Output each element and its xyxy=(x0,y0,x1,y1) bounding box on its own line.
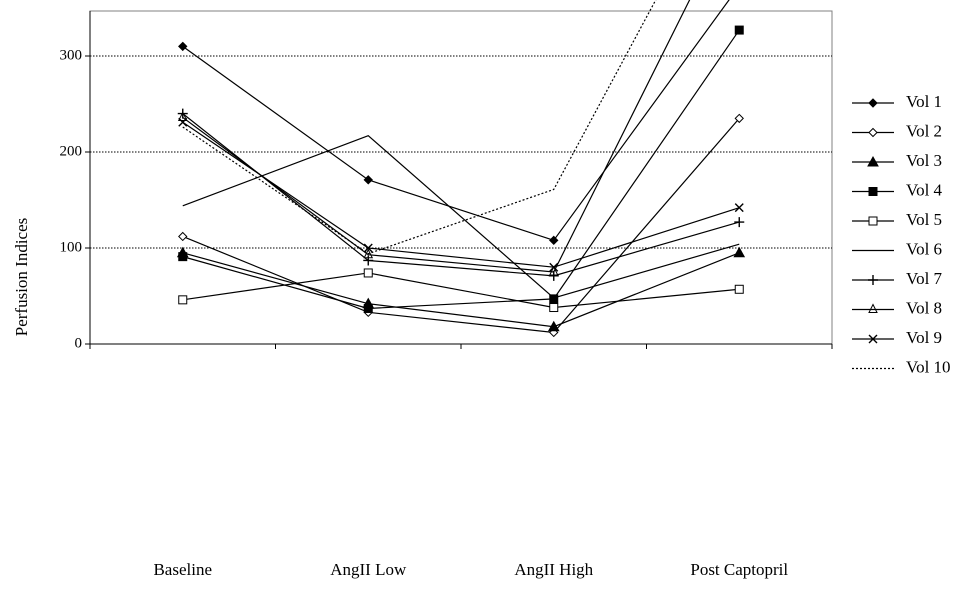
legend-label: Vol 7 xyxy=(906,269,943,288)
data-point xyxy=(177,108,188,119)
series-line xyxy=(182,118,740,334)
x-tick-label: Baseline xyxy=(153,560,212,579)
series-vol-1 xyxy=(178,0,730,246)
legend-label: Vol 10 xyxy=(906,357,951,376)
data-point xyxy=(547,320,560,332)
legend: Vol 1 Vol 2 Vol 3 Vol 4 Vol 5 Vol 6 Vol 7 Vol 8… xyxy=(852,92,951,376)
legend-item: Vol 2 xyxy=(852,121,942,140)
series-layer xyxy=(176,0,746,338)
series-line xyxy=(182,0,730,242)
data-point xyxy=(867,155,879,167)
data-point xyxy=(549,235,559,246)
legend-label: Vol 3 xyxy=(906,151,942,170)
data-point xyxy=(734,203,744,213)
series-vol-9 xyxy=(178,117,744,272)
data-point xyxy=(178,252,188,262)
legend-label: Vol 1 xyxy=(906,92,942,111)
x-tick-label: Post Captopril xyxy=(690,560,788,579)
data-point xyxy=(178,117,188,127)
data-point xyxy=(549,303,559,313)
series-line xyxy=(182,0,657,255)
y-tick-label: 200 xyxy=(60,143,83,159)
data-point xyxy=(178,295,188,305)
data-point xyxy=(363,303,373,313)
data-point xyxy=(868,275,878,285)
series-vol-8 xyxy=(177,0,691,276)
y-tick-label: 100 xyxy=(60,239,83,255)
data-point xyxy=(363,248,374,259)
data-point xyxy=(549,262,559,272)
legend-item: Vol 10 xyxy=(852,357,951,376)
legend-label: Vol 8 xyxy=(906,298,942,317)
y-tick-label: 300 xyxy=(60,47,83,63)
data-point xyxy=(868,98,878,108)
data-point xyxy=(178,231,188,242)
data-point xyxy=(363,268,373,278)
series-line xyxy=(182,134,740,299)
legend-item: Vol 9 xyxy=(852,328,942,347)
data-point xyxy=(734,217,745,228)
legend-label: Vol 4 xyxy=(906,180,943,199)
data-point xyxy=(177,111,188,121)
legend-label: Vol 9 xyxy=(906,328,942,347)
data-point xyxy=(868,303,878,313)
series-line xyxy=(182,121,740,268)
data-point xyxy=(363,175,373,185)
legend-item: Vol 6 xyxy=(852,239,942,258)
series-vol-6 xyxy=(182,134,740,299)
legend-item: Vol 8 xyxy=(852,298,942,317)
x-tick-label: AngII Low xyxy=(330,560,407,579)
series-vol-4 xyxy=(178,25,744,313)
grid-layer xyxy=(90,55,832,249)
data-point xyxy=(734,113,744,124)
x-tick-label: AngII High xyxy=(514,560,593,579)
data-point xyxy=(548,265,559,276)
series-line xyxy=(182,113,740,277)
data-point xyxy=(363,255,374,266)
series-vol-5 xyxy=(178,268,744,313)
data-point xyxy=(734,284,744,294)
legend-item: Vol 7 xyxy=(852,269,943,288)
legend-label: Vol 5 xyxy=(906,210,942,229)
data-point xyxy=(868,187,878,196)
data-point xyxy=(868,216,878,226)
legend-item: Vol 5 xyxy=(852,210,942,229)
plot-area xyxy=(89,10,833,345)
series-line xyxy=(182,272,740,309)
legend-item: Vol 1 xyxy=(852,92,942,111)
data-point xyxy=(734,25,744,35)
series-line xyxy=(182,29,740,310)
legend-label: Vol 2 xyxy=(906,121,942,140)
legend-item: Vol 4 xyxy=(852,180,943,199)
data-point xyxy=(363,243,373,253)
data-point xyxy=(549,294,559,304)
y-tick-label: 0 xyxy=(75,335,83,351)
series-line xyxy=(182,252,740,328)
data-point xyxy=(868,127,878,138)
data-point xyxy=(178,41,188,52)
legend-item: Vol 3 xyxy=(852,151,942,170)
legend-label: Vol 6 xyxy=(906,239,942,258)
data-point xyxy=(733,246,746,258)
y-axis-title: Perfusion Indices xyxy=(12,218,31,337)
series-line xyxy=(182,0,691,273)
series-vol-10 xyxy=(182,0,657,255)
data-point xyxy=(868,334,878,344)
